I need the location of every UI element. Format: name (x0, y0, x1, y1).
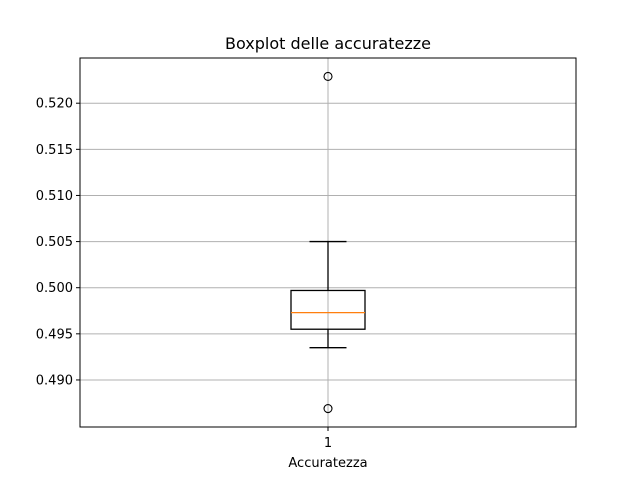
y-tick-label: 0.495 (36, 327, 73, 342)
outlier-point (323, 403, 333, 414)
y-axis: 0.490 0.495 0.500 0.505 0.510 0.515 0.520 (36, 97, 80, 388)
y-tick-label: 0.515 (36, 143, 73, 158)
x-axis-label: Accuratezza (288, 456, 367, 471)
x-axis: 1 (324, 427, 332, 451)
box-layer (290, 71, 366, 414)
y-tick-label: 0.505 (36, 235, 73, 250)
y-tick-label: 0.500 (36, 281, 73, 296)
x-tick-label: 1 (324, 436, 332, 451)
y-tick-label: 0.520 (36, 97, 73, 112)
chart-title: Boxplot delle accuratezze (225, 34, 431, 53)
y-tick-label: 0.490 (36, 373, 73, 388)
iqr-box (290, 289, 366, 330)
y-tick-label: 0.510 (36, 189, 73, 204)
outlier-point (323, 71, 333, 81)
